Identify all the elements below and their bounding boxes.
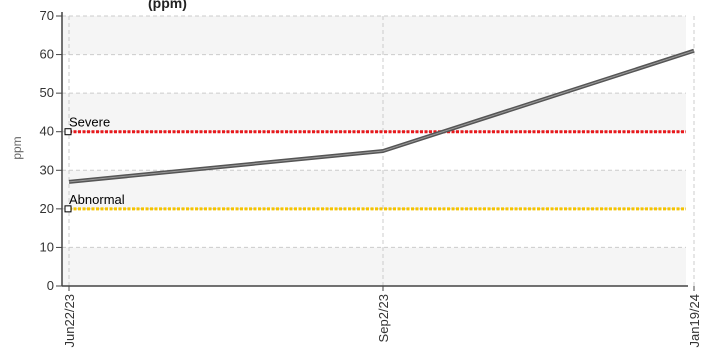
plot-band (62, 247, 686, 286)
threshold-marker (64, 128, 72, 136)
plot-bands (62, 16, 686, 286)
plot-band (62, 170, 686, 209)
x-tick-label: Jun22/23 (62, 294, 77, 348)
plot-band (62, 93, 686, 132)
plot-band (62, 16, 686, 55)
threshold-marker (64, 205, 72, 213)
threshold-label: Severe (69, 115, 110, 130)
x-tick-label: Sep2/23 (376, 294, 391, 342)
x-tick-label: Jan19/24 (687, 294, 702, 348)
y-tick-label: 30 (40, 162, 54, 177)
y-tick-label: 40 (40, 124, 54, 139)
series-group (68, 48, 695, 184)
threshold-label: Abnormal (69, 192, 125, 207)
y-axis-title: ppm (10, 136, 24, 159)
axes: 0 10 20 30 40 50 60 70 Jun22/23 Sep2/23 Jan19/24 (40, 8, 702, 348)
y-tick-label: 60 (40, 47, 54, 62)
y-tick-label: 10 (40, 239, 54, 254)
y-tick-label: 50 (40, 85, 54, 100)
threshold-lines: Severe Abnormal (64, 115, 686, 213)
chart-title: (ppm) (148, 0, 187, 11)
y-tick-label: 0 (47, 278, 54, 293)
y-tick-label: 20 (40, 201, 54, 216)
y-tick-label: 70 (40, 8, 54, 23)
